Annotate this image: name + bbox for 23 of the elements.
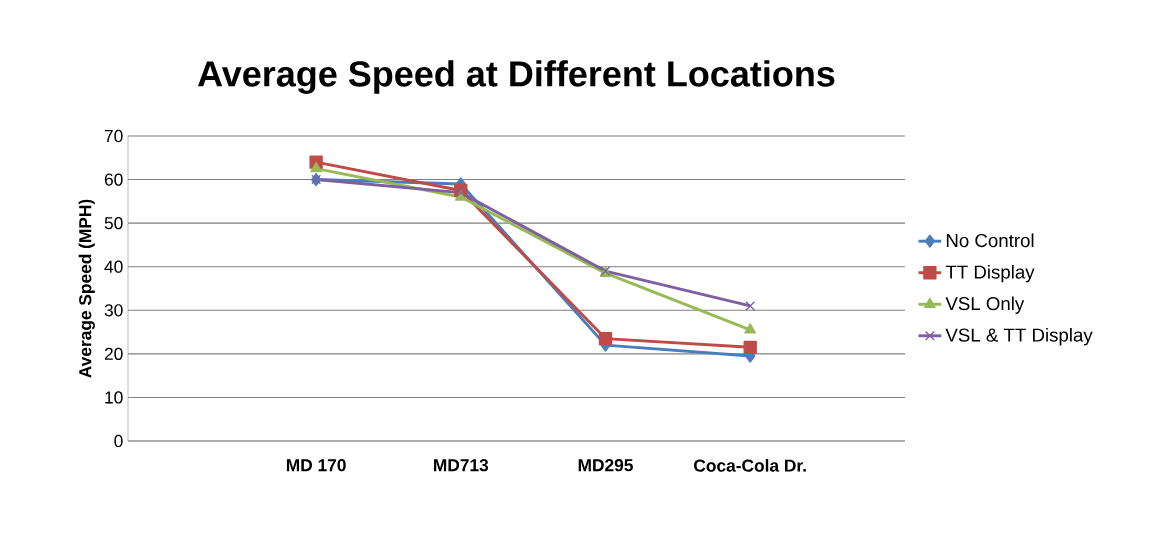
y-tick-label: 70 (104, 129, 123, 143)
chart-title: Average Speed at Different Locations (198, 60, 835, 94)
legend-label: VSL Only (945, 296, 1025, 314)
legend-label: TT Display (945, 264, 1035, 283)
point (745, 301, 756, 311)
y-tick-label: 50 (104, 216, 123, 230)
y-tick-label: 60 (104, 173, 123, 186)
y-tick-label: 20 (104, 347, 123, 360)
y-tick-label: 30 (104, 304, 123, 317)
x-tick-label: MD 170 (286, 459, 346, 472)
y-tick-label: 0 (114, 434, 123, 448)
legend-label: VSL & TT Display (945, 328, 1093, 346)
y-tick-label: 10 (105, 391, 123, 404)
legend-label: No Control (946, 233, 1034, 248)
x-tick-label: MD295 (578, 459, 633, 472)
point (598, 331, 613, 346)
y-tick-label: 40 (104, 260, 123, 273)
x-tick-label: Coca-Cola Dr. (694, 459, 806, 472)
point (744, 323, 757, 334)
point (310, 162, 322, 173)
x-tick-label: MD713 (434, 459, 489, 472)
point (743, 340, 757, 354)
y-axis-title: Average Speed (MPH) (78, 199, 95, 378)
